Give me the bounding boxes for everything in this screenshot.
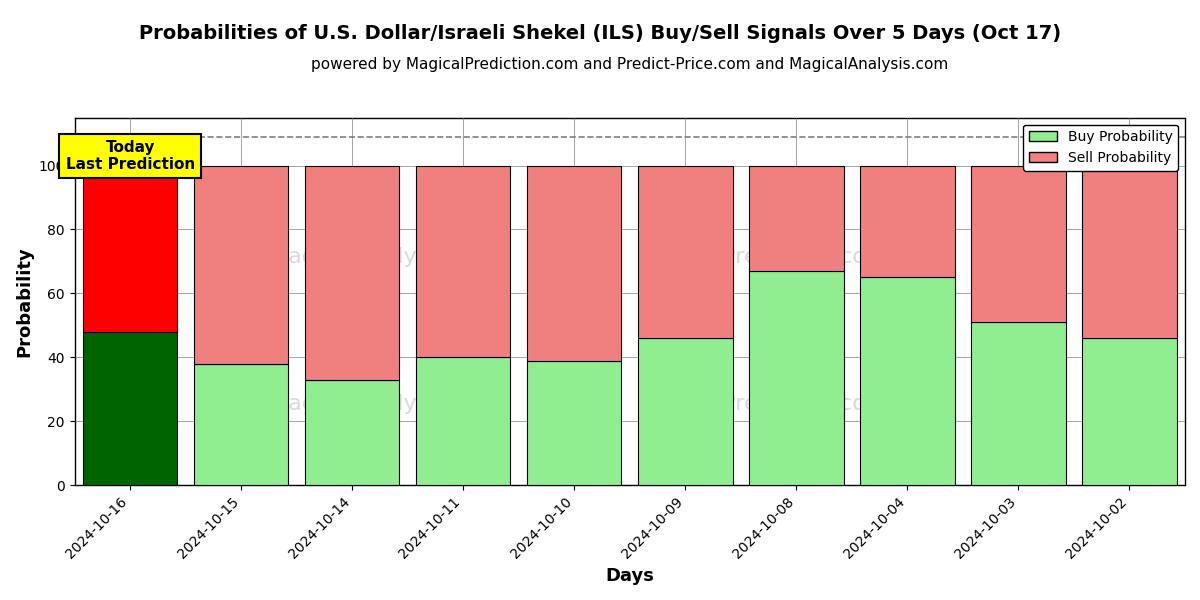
Legend: Buy Probability, Sell Probability: Buy Probability, Sell Probability	[1024, 125, 1178, 170]
Title: powered by MagicalPrediction.com and Predict-Price.com and MagicalAnalysis.com: powered by MagicalPrediction.com and Pre…	[311, 57, 948, 72]
Text: Today
Last Prediction: Today Last Prediction	[66, 140, 194, 172]
Bar	[83, 332, 178, 485]
Bar	[416, 358, 510, 485]
Bar	[83, 166, 178, 332]
Text: MagicalPrediction.com: MagicalPrediction.com	[638, 247, 888, 267]
Bar	[194, 364, 288, 485]
Bar	[527, 166, 622, 361]
Bar	[305, 380, 400, 485]
Text: MagicalPrediction.com: MagicalPrediction.com	[638, 394, 888, 415]
Bar	[527, 361, 622, 485]
Bar	[971, 322, 1066, 485]
Bar	[860, 166, 955, 277]
Bar	[749, 166, 844, 271]
Bar	[971, 166, 1066, 322]
Text: MagicalAnalysis.com: MagicalAnalysis.com	[270, 394, 502, 415]
Bar	[638, 338, 732, 485]
Bar	[416, 166, 510, 358]
Text: Probabilities of U.S. Dollar/Israeli Shekel (ILS) Buy/Sell Signals Over 5 Days (: Probabilities of U.S. Dollar/Israeli She…	[139, 24, 1061, 43]
Bar	[1082, 166, 1177, 338]
Bar	[194, 166, 288, 364]
Bar	[749, 271, 844, 485]
Bar	[1082, 338, 1177, 485]
Bar	[638, 166, 732, 338]
Y-axis label: Probability: Probability	[16, 246, 34, 357]
X-axis label: Days: Days	[605, 567, 654, 585]
Bar	[305, 166, 400, 380]
Bar	[860, 277, 955, 485]
Text: MagicalAnalysis.com: MagicalAnalysis.com	[270, 247, 502, 267]
